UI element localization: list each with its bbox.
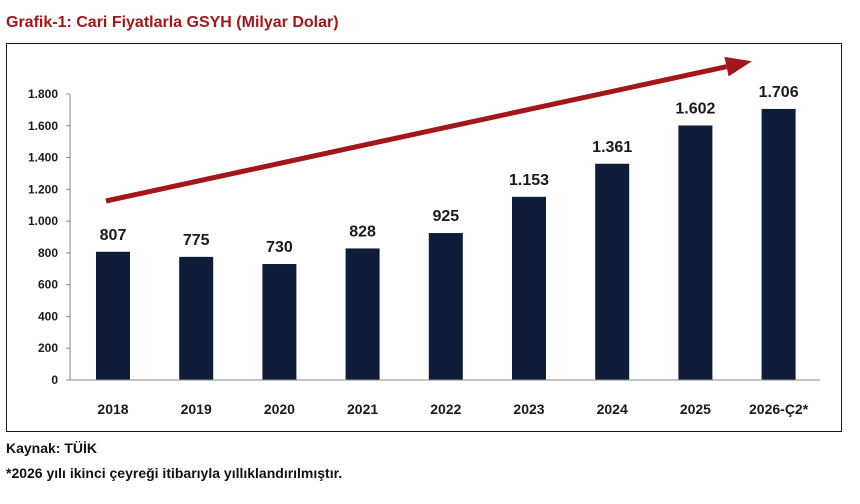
data-label: 1.153 [509, 172, 549, 189]
x-tick-label: 2025 [680, 401, 711, 417]
bar-2022 [428, 233, 463, 380]
data-label: 1.602 [675, 100, 715, 117]
trend-arrow-line [105, 64, 728, 204]
bar-2019 [179, 256, 214, 380]
bar-2018 [96, 251, 130, 380]
chart-frame [6, 43, 842, 432]
data-label: 1.361 [592, 139, 632, 156]
y-tick-label: 1.800 [28, 87, 58, 101]
y-tick-label: 200 [38, 341, 58, 355]
source-note: Kaynak: TÜİK [6, 440, 98, 456]
y-tick-label: 1.200 [28, 182, 58, 196]
x-tick-label: 2021 [347, 401, 378, 417]
x-tick-label: 2019 [181, 401, 212, 417]
bar-2023 [512, 196, 546, 380]
x-tick-label: 2024 [597, 401, 628, 417]
data-label: 775 [183, 232, 210, 249]
y-tick-label: 600 [38, 278, 58, 292]
x-tick-label: 2023 [513, 401, 544, 417]
x-tick-label: 2022 [430, 401, 461, 417]
bar-2026-Ç2* [761, 108, 796, 381]
x-tick-label: 2018 [97, 401, 128, 417]
y-tick-label: 1.400 [28, 151, 58, 165]
bar-2025 [678, 125, 713, 381]
trend-arrow-head [724, 56, 752, 77]
data-label: 730 [266, 239, 293, 256]
chart-title: Grafik-1: Cari Fiyatlarla GSYH (Milyar D… [6, 14, 339, 31]
x-tick-label: 2020 [264, 401, 295, 417]
y-tick-label: 1.000 [28, 214, 58, 228]
y-tick-label: 1.600 [28, 119, 58, 133]
data-label: 1.706 [759, 84, 799, 101]
x-tick-label: 2026-Ç2* [749, 401, 809, 417]
y-tick-label: 400 [38, 309, 58, 323]
bar-2024 [595, 163, 630, 380]
bar-2020 [262, 264, 297, 380]
y-tick-label: 0 [51, 373, 58, 387]
data-label: 925 [432, 208, 459, 225]
data-label: 807 [100, 227, 127, 244]
data-label: 828 [349, 223, 376, 240]
y-tick-label: 800 [38, 246, 58, 260]
bar-2021 [345, 248, 380, 380]
footnote: *2026 yılı ikinci çeyreği itibarıyla yıl… [6, 465, 343, 481]
